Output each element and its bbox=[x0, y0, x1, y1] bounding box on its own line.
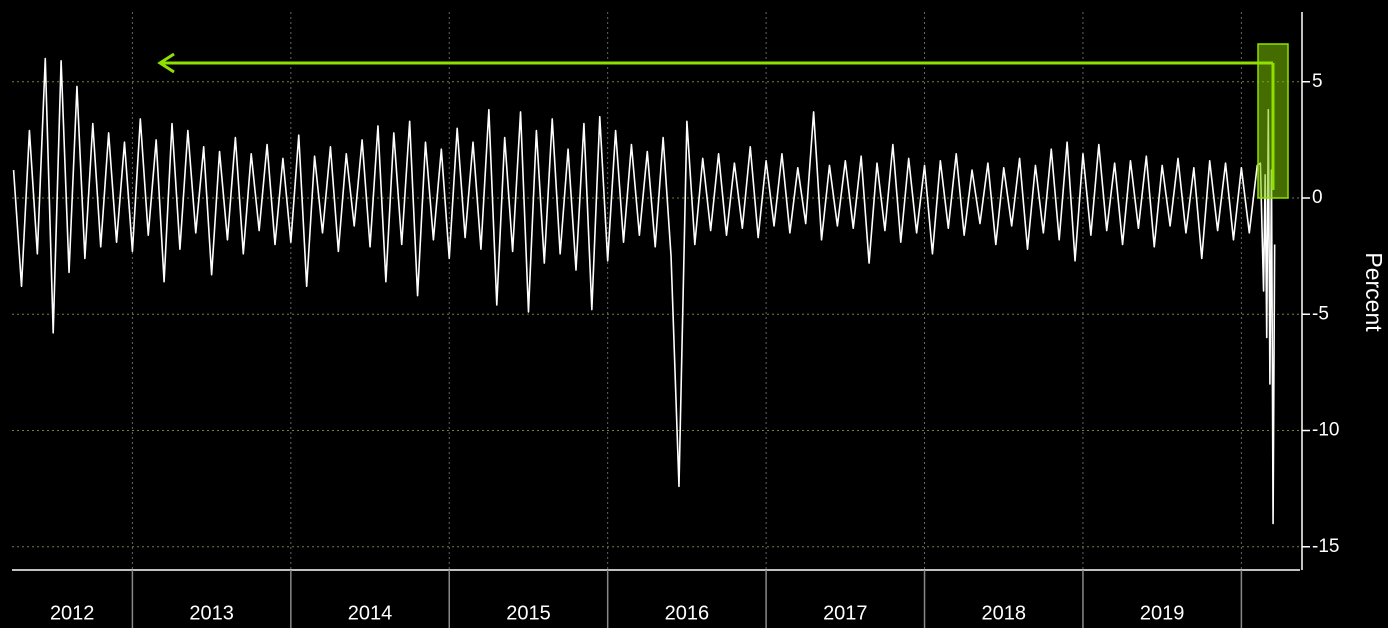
y-tick-label: 0 bbox=[1312, 187, 1323, 208]
x-tick-label: 2018 bbox=[981, 602, 1026, 624]
x-tick-label: 2012 bbox=[50, 602, 95, 624]
x-tick-label: 2016 bbox=[665, 602, 710, 624]
x-tick-label: 2013 bbox=[189, 602, 234, 624]
y-tick-label: -5 bbox=[1312, 303, 1329, 324]
x-tick-label: 2014 bbox=[348, 602, 393, 624]
y-axis-label: Percent bbox=[1361, 252, 1387, 332]
x-tick-label: 2019 bbox=[1140, 602, 1185, 624]
y-tick-label: -15 bbox=[1312, 536, 1339, 557]
y-tick-label: -10 bbox=[1312, 420, 1339, 441]
plot-area: 5 0 -5 -10 -15 2012 2013 2014 2015 2016 2017 2018 20… bbox=[12, 12, 1339, 628]
arrow-head bbox=[157, 52, 175, 74]
x-tick-label: 2017 bbox=[823, 602, 868, 624]
x-tick-label: 2015 bbox=[506, 602, 551, 624]
data-line bbox=[12, 57, 1276, 525]
y-tick-label: 5 bbox=[1312, 71, 1323, 92]
